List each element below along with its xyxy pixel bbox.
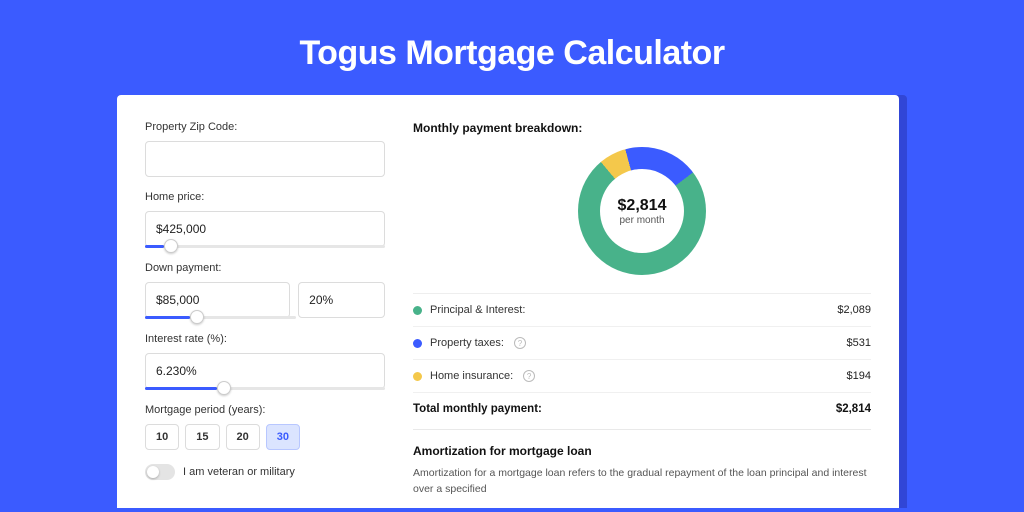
donut-chart-wrap: $2,814 per month: [413, 147, 871, 275]
donut-chart: $2,814 per month: [578, 147, 706, 275]
period-option-10[interactable]: 10: [145, 424, 179, 450]
donut-amount: $2,814: [618, 197, 667, 215]
zip-input[interactable]: [145, 141, 385, 177]
period-label: Mortgage period (years):: [145, 404, 385, 416]
legend-value: $531: [847, 337, 871, 349]
home-price-label: Home price:: [145, 191, 385, 203]
legend-row: Property taxes:? $531: [413, 327, 871, 360]
legend-value: $194: [847, 370, 871, 382]
interest-rate-label: Interest rate (%):: [145, 333, 385, 345]
home-price-slider-thumb[interactable]: [164, 239, 178, 253]
period-option-20[interactable]: 20: [226, 424, 260, 450]
amortization-text: Amortization for a mortgage loan refers …: [413, 466, 871, 498]
down-payment-field: Down payment:: [145, 262, 385, 319]
total-row: Total monthly payment: $2,814: [413, 393, 871, 429]
period-options: 1015 2030: [145, 424, 385, 450]
interest-rate-slider-thumb[interactable]: [217, 381, 231, 395]
interest-rate-slider-fill: [145, 387, 217, 390]
veteran-toggle[interactable]: [145, 464, 175, 480]
home-price-slider[interactable]: [145, 245, 385, 248]
total-value: $2,814: [836, 403, 871, 415]
zip-label: Property Zip Code:: [145, 121, 385, 133]
total-label: Total monthly payment:: [413, 403, 542, 415]
donut-center: $2,814 per month: [600, 169, 684, 253]
period-field: Mortgage period (years): 1015 2030: [145, 404, 385, 450]
legend-dot: [413, 339, 422, 348]
zip-field: Property Zip Code:: [145, 121, 385, 177]
down-payment-label: Down payment:: [145, 262, 385, 274]
down-payment-slider[interactable]: [145, 316, 296, 319]
legend-label: Home insurance:: [430, 370, 513, 382]
veteran-label: I am veteran or military: [183, 466, 295, 478]
home-price-input[interactable]: [145, 211, 385, 247]
legend-row: Principal & Interest: $2,089: [413, 294, 871, 327]
period-option-30[interactable]: 30: [266, 424, 300, 450]
veteran-row: I am veteran or military: [145, 464, 385, 480]
legend: Principal & Interest: $2,089 Property taxe…: [413, 293, 871, 393]
donut-sub: per month: [619, 215, 664, 226]
interest-rate-slider[interactable]: [145, 387, 385, 390]
interest-rate-field: Interest rate (%):: [145, 333, 385, 390]
down-payment-slider-fill: [145, 316, 190, 319]
down-payment-slider-thumb[interactable]: [190, 310, 204, 324]
down-payment-pct-input[interactable]: [298, 282, 385, 318]
calculator-card: Property Zip Code: Home price: Down paym…: [117, 95, 899, 508]
legend-label: Property taxes:: [430, 337, 504, 349]
help-icon[interactable]: ?: [514, 337, 526, 349]
legend-row: Home insurance:? $194: [413, 360, 871, 393]
inputs-column: Property Zip Code: Home price: Down paym…: [145, 121, 385, 498]
period-option-15[interactable]: 15: [185, 424, 219, 450]
home-price-field: Home price:: [145, 191, 385, 248]
breakdown-column: Monthly payment breakdown: $2,814 per mo…: [413, 121, 871, 498]
down-payment-amount-input[interactable]: [145, 282, 290, 318]
card-shadow: Property Zip Code: Home price: Down paym…: [117, 95, 907, 508]
legend-value: $2,089: [837, 304, 871, 316]
home-price-slider-fill: [145, 245, 164, 248]
legend-dot: [413, 306, 422, 315]
page-title: Togus Mortgage Calculator: [0, 0, 1024, 95]
help-icon[interactable]: ?: [523, 370, 535, 382]
interest-rate-input[interactable]: [145, 353, 385, 389]
breakdown-heading: Monthly payment breakdown:: [413, 121, 871, 135]
amortization-heading: Amortization for mortgage loan: [413, 429, 871, 458]
legend-dot: [413, 372, 422, 381]
legend-label: Principal & Interest:: [430, 304, 525, 316]
